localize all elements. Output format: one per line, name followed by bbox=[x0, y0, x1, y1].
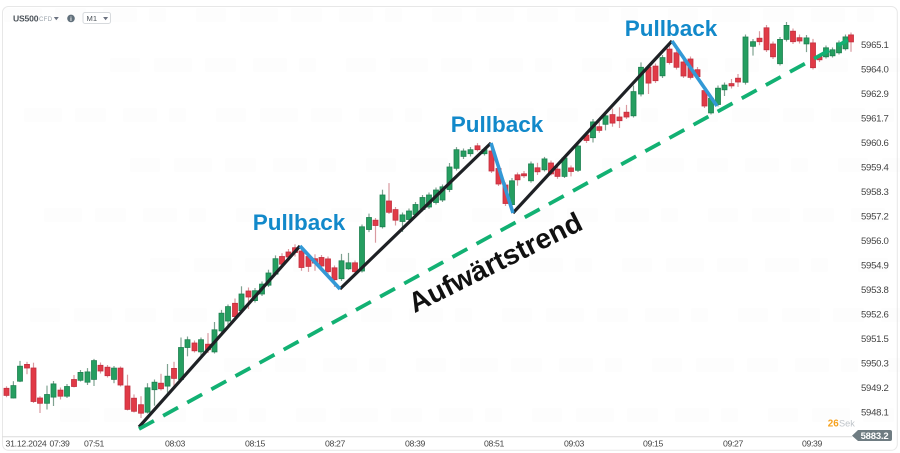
svg-text:08:27: 08:27 bbox=[325, 438, 346, 448]
svg-text:5958.3: 5958.3 bbox=[861, 187, 889, 198]
svg-text:5952.6: 5952.6 bbox=[861, 310, 889, 321]
svg-text:Pullback: Pullback bbox=[253, 210, 346, 235]
svg-text:Pullback: Pullback bbox=[451, 112, 544, 137]
svg-text:07:39: 07:39 bbox=[50, 438, 71, 448]
svg-text:US500: US500 bbox=[13, 13, 39, 23]
svg-text:5962.9: 5962.9 bbox=[861, 89, 889, 100]
svg-text:08:51: 08:51 bbox=[484, 438, 505, 448]
svg-text:5961.7: 5961.7 bbox=[861, 113, 889, 124]
svg-text:09:15: 09:15 bbox=[643, 438, 664, 448]
svg-text:i: i bbox=[70, 17, 72, 23]
svg-text:5948.1: 5948.1 bbox=[861, 408, 889, 419]
svg-text:5957.2: 5957.2 bbox=[861, 211, 889, 222]
svg-text:09:39: 09:39 bbox=[802, 438, 823, 448]
svg-text:09:03: 09:03 bbox=[564, 438, 585, 448]
svg-text:5956.0: 5956.0 bbox=[861, 236, 889, 247]
svg-text:08:39: 08:39 bbox=[405, 438, 426, 448]
svg-text:07:51: 07:51 bbox=[84, 438, 105, 448]
svg-text:5953.8: 5953.8 bbox=[861, 285, 889, 296]
svg-text:09:27: 09:27 bbox=[723, 438, 744, 448]
svg-text:08:03: 08:03 bbox=[165, 438, 186, 448]
svg-text:M1: M1 bbox=[87, 14, 98, 23]
svg-text:26: 26 bbox=[828, 419, 839, 430]
svg-text:Pullback: Pullback bbox=[625, 16, 718, 41]
svg-text:08:15: 08:15 bbox=[245, 438, 266, 448]
svg-text:5883.2: 5883.2 bbox=[861, 431, 889, 442]
svg-text:5949.2: 5949.2 bbox=[861, 383, 889, 394]
svg-text:5951.5: 5951.5 bbox=[861, 334, 889, 345]
svg-text:Sek: Sek bbox=[839, 419, 855, 429]
svg-text:5950.3: 5950.3 bbox=[861, 359, 889, 370]
svg-text:5965.1: 5965.1 bbox=[861, 40, 889, 51]
svg-text:CFD: CFD bbox=[39, 16, 53, 23]
svg-text:5964.0: 5964.0 bbox=[861, 64, 889, 75]
svg-text:31.12.2024: 31.12.2024 bbox=[6, 438, 47, 448]
svg-text:5960.6: 5960.6 bbox=[861, 138, 889, 149]
svg-text:5954.9: 5954.9 bbox=[861, 261, 889, 272]
svg-text:5959.4: 5959.4 bbox=[861, 162, 890, 173]
